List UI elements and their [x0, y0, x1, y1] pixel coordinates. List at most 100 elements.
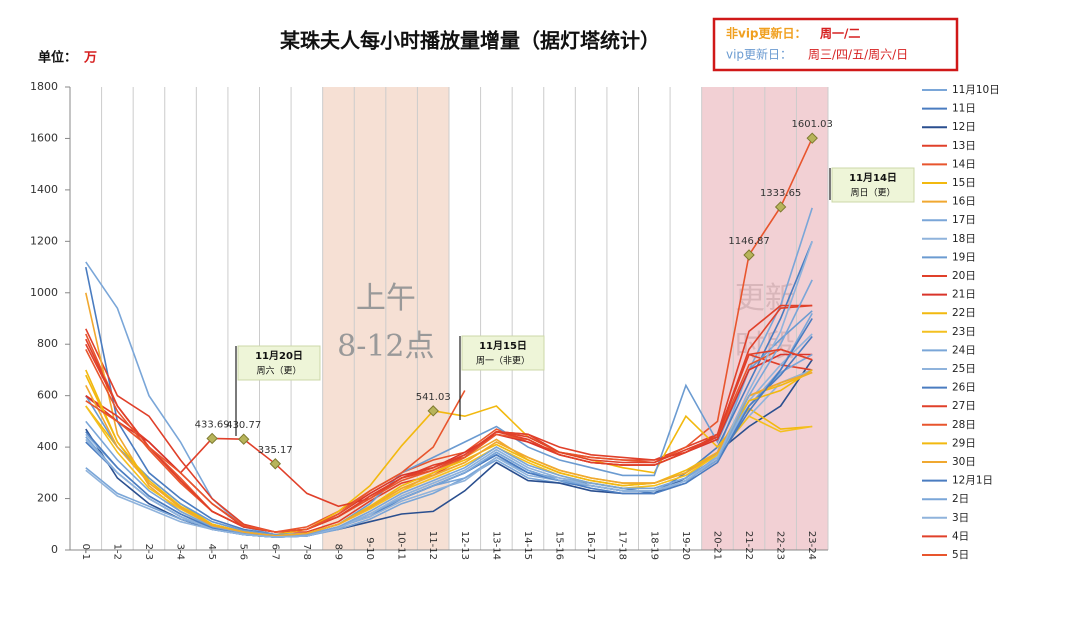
x-tick-label: 5-6	[238, 544, 249, 560]
legend-label: 25日	[952, 363, 976, 375]
point-marker	[206, 432, 218, 445]
point-marker	[774, 201, 787, 213]
point-marker	[806, 132, 818, 144]
x-tick-label: 23-24	[806, 531, 817, 560]
legend-label: 15日	[952, 177, 976, 189]
point-marker	[427, 405, 439, 417]
x-tick-label: 10-11	[396, 531, 407, 560]
data-label: 433.69	[195, 419, 230, 430]
x-tick-label: 11-12	[427, 531, 438, 560]
callout-box	[237, 345, 321, 381]
legend-label: 30日	[952, 456, 976, 468]
x-tick-label: 13-14	[490, 531, 501, 560]
x-tick-label: 14-15	[522, 531, 533, 560]
unit-label: 单位：	[38, 50, 77, 66]
legend-label: 26日	[952, 382, 976, 394]
y-tick-label: 1400	[30, 183, 58, 196]
legend-label: 16日	[952, 196, 976, 208]
y-tick-label: 1600	[30, 131, 58, 144]
x-tick-label: 1-2	[111, 544, 122, 560]
legend-label: 29日	[952, 437, 976, 449]
x-tick-label: 6-7	[269, 544, 280, 560]
y-tick-label: 400	[37, 440, 58, 453]
note-label: 非vip更新日：	[726, 26, 807, 41]
callout-box	[831, 167, 915, 203]
data-label: 1333.65	[760, 188, 801, 199]
x-tick-label: 12-13	[459, 531, 470, 560]
x-tick-label: 15-16	[554, 531, 565, 560]
legend-label: 12日	[952, 121, 976, 133]
x-tick-label: 18-19	[648, 531, 659, 560]
series-line	[85, 343, 813, 533]
callout-subtitle: 周日（更）	[850, 188, 895, 199]
x-tick-label: 20-21	[711, 531, 722, 560]
callout-box	[461, 335, 545, 371]
x-tick-label: 2-3	[143, 544, 154, 560]
x-tick-label: 0-1	[80, 544, 91, 560]
x-tick-label: 22-23	[775, 531, 786, 560]
note-label: vip更新日：	[726, 47, 792, 62]
y-tick-label: 0	[51, 543, 58, 556]
x-tick-label: 8-9	[332, 544, 343, 560]
series-line	[85, 353, 813, 537]
note-box	[712, 17, 959, 72]
note-days: 周三/四/五/周六/日	[808, 48, 908, 62]
legend-label: 11月10日	[952, 84, 1000, 96]
legend-label: 18日	[952, 233, 976, 245]
legend-label: 19日	[952, 251, 976, 263]
y-tick-label: 200	[37, 492, 58, 505]
legend-label: 17日	[952, 214, 976, 226]
x-tick-label: 7-8	[301, 544, 312, 560]
callout-title: 11月14日	[849, 172, 897, 184]
legend-label: 12月1日	[952, 475, 993, 487]
y-tick-label: 600	[37, 389, 58, 402]
callout-subtitle: 周一（非更）	[476, 355, 530, 367]
x-tick-label: 17-18	[617, 531, 628, 560]
callout-subtitle: 周六（更）	[256, 365, 301, 377]
series-line	[85, 371, 813, 537]
legend-label: 21日	[952, 289, 976, 301]
data-label: 1601.03	[792, 119, 833, 130]
callout-title: 11月20日	[255, 350, 303, 362]
legend-label: 13日	[952, 140, 976, 152]
legend-label: 24日	[952, 344, 976, 356]
x-tick-label: 19-20	[680, 531, 691, 560]
shade-label: 上午	[356, 281, 416, 316]
legend-label: 14日	[952, 158, 976, 170]
series-line	[85, 241, 813, 538]
y-tick-label: 800	[37, 337, 58, 350]
data-label: 430.77	[226, 420, 261, 431]
legend-label: 3日	[952, 512, 969, 524]
legend-label: 22日	[952, 307, 976, 319]
y-tick-label: 1200	[30, 234, 58, 247]
x-tick-label: 21-22	[743, 531, 754, 560]
callout-title: 11月15日	[479, 340, 527, 352]
chart-title: 某珠夫人每小时播放量增量（据灯塔统计）	[280, 29, 660, 53]
note-days: 周一/二	[820, 27, 860, 41]
legend-label: 4日	[952, 530, 969, 542]
unit: 万	[83, 51, 97, 66]
data-label: 1146.87	[728, 236, 769, 247]
x-tick-label: 3-4	[175, 544, 186, 560]
legend-label: 27日	[952, 400, 976, 412]
y-tick-label: 1800	[30, 80, 58, 93]
legend-label: 23日	[952, 326, 976, 338]
legend-label: 2日	[952, 493, 969, 505]
x-tick-label: 16-17	[585, 531, 596, 560]
y-tick-label: 1000	[30, 286, 58, 299]
legend-label: 20日	[952, 270, 976, 282]
series-line	[85, 390, 466, 533]
legend-label: 5日	[952, 549, 969, 561]
legend-label: 11日	[952, 103, 976, 115]
shade-label: 8-12点	[337, 329, 434, 364]
legend-label: 28日	[952, 419, 976, 431]
x-tick-label: 4-5	[206, 544, 217, 560]
data-label: 541.03	[416, 392, 451, 403]
point-marker	[269, 458, 281, 470]
point-marker	[743, 249, 755, 261]
x-tick-label: 9-10	[364, 537, 375, 560]
